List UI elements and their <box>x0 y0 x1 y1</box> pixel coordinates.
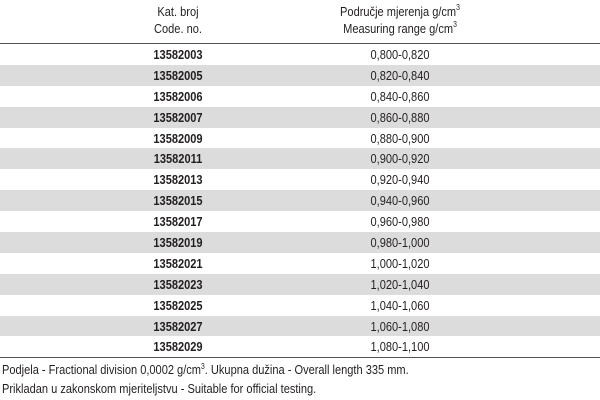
code-cell: 13582003 <box>153 47 203 62</box>
table-row: 13582015 0,940-0,960 <box>0 190 600 212</box>
table-row: 13582009 0,880-0,900 <box>0 128 600 149</box>
code-cell: 13582015 <box>153 193 203 209</box>
footnote-line-2: Prikladan u zakonskom mjeriteljstvu - Su… <box>2 381 317 396</box>
range-cell: 1,080-1,100 <box>370 339 430 355</box>
superscript: 3 <box>456 3 460 12</box>
range-cell: 1,060-1,080 <box>370 318 430 334</box>
code-cell: 13582009 <box>153 130 203 146</box>
footnote-line-1: Podjela - Fractional division 0,0002 g/c… <box>2 362 409 378</box>
range-header-hr: Područje mjerenja g/cm3 <box>315 3 485 20</box>
range-cell: 1,000-1,020 <box>370 255 430 271</box>
code-header-en: Code. no. <box>154 21 202 36</box>
table-header: Kat. broj Code. no. Područje mjerenja g/… <box>0 3 600 43</box>
range-cell: 1,040-1,060 <box>370 297 430 313</box>
range-column-header: Područje mjerenja g/cm3 Measuring range … <box>315 3 485 37</box>
table-row: 13582017 0,960-0,980 <box>0 211 600 232</box>
code-cell: 13582007 <box>153 109 203 125</box>
table-row: 13582013 0,920-0,940 <box>0 169 600 190</box>
superscript: 3 <box>453 20 457 29</box>
table-row: 13582005 0,820-0,840 <box>0 64 600 86</box>
code-cell: 13582006 <box>153 88 203 104</box>
code-cell: 13582013 <box>153 172 203 188</box>
range-cell: 0,820-0,840 <box>370 67 430 83</box>
code-cell: 13582005 <box>153 67 203 83</box>
code-cell: 13582019 <box>153 235 203 251</box>
range-header-en: Measuring range g/cm3 <box>315 20 485 37</box>
code-cell: 13582027 <box>153 318 203 334</box>
table-row: 13582029 1,080-1,100 <box>0 336 600 357</box>
range-cell: 0,900-0,920 <box>370 151 430 167</box>
table-row: 13582027 1,060-1,080 <box>0 315 600 337</box>
range-header-hr-text: Područje mjerenja g/cm <box>340 4 457 19</box>
table-row: 13582021 1,000-1,020 <box>0 253 600 274</box>
range-cell: 0,940-0,960 <box>370 193 430 209</box>
table-row: 13582003 0,800-0,820 <box>0 44 600 65</box>
footnote-text: Podjela - Fractional division 0,0002 g/c… <box>2 362 202 377</box>
table-row: 13582011 0,900-0,920 <box>0 148 600 170</box>
range-cell: 0,920-0,940 <box>370 172 430 188</box>
code-header-hr: Kat. broj <box>157 4 199 19</box>
product-table: 13582003 0,800-0,820 13582005 0,820-0,840 13… <box>0 43 600 359</box>
range-header-en-text: Measuring range g/cm <box>343 21 454 36</box>
code-cell: 13582023 <box>153 276 203 292</box>
table-row: 13582007 0,860-0,880 <box>0 106 600 128</box>
superscript: 3 <box>201 362 205 371</box>
range-cell: 0,980-1,000 <box>370 235 430 251</box>
code-cell: 13582029 <box>153 339 203 355</box>
code-cell: 13582021 <box>153 255 203 271</box>
table-row: 13582025 1,040-1,060 <box>0 295 600 316</box>
range-cell: 0,960-0,980 <box>370 214 430 230</box>
range-cell: 0,840-0,860 <box>370 88 430 104</box>
code-cell: 13582025 <box>153 297 203 313</box>
code-column-header: Kat. broj Code. no. <box>127 3 229 37</box>
range-cell: 0,860-0,880 <box>370 109 430 125</box>
range-cell: 0,800-0,820 <box>370 47 430 62</box>
range-cell: 1,020-1,040 <box>370 276 430 292</box>
code-cell: 13582017 <box>153 214 203 230</box>
code-cell: 13582011 <box>153 151 203 167</box>
table-row: 13582006 0,840-0,860 <box>0 86 600 107</box>
table-row: 13582019 0,980-1,000 <box>0 232 600 253</box>
table-row: 13582023 1,020-1,040 <box>0 273 600 295</box>
footnote-text: . Ukupna dužina - Overall length 335 mm. <box>204 362 409 377</box>
range-cell: 0,880-0,900 <box>370 130 430 146</box>
